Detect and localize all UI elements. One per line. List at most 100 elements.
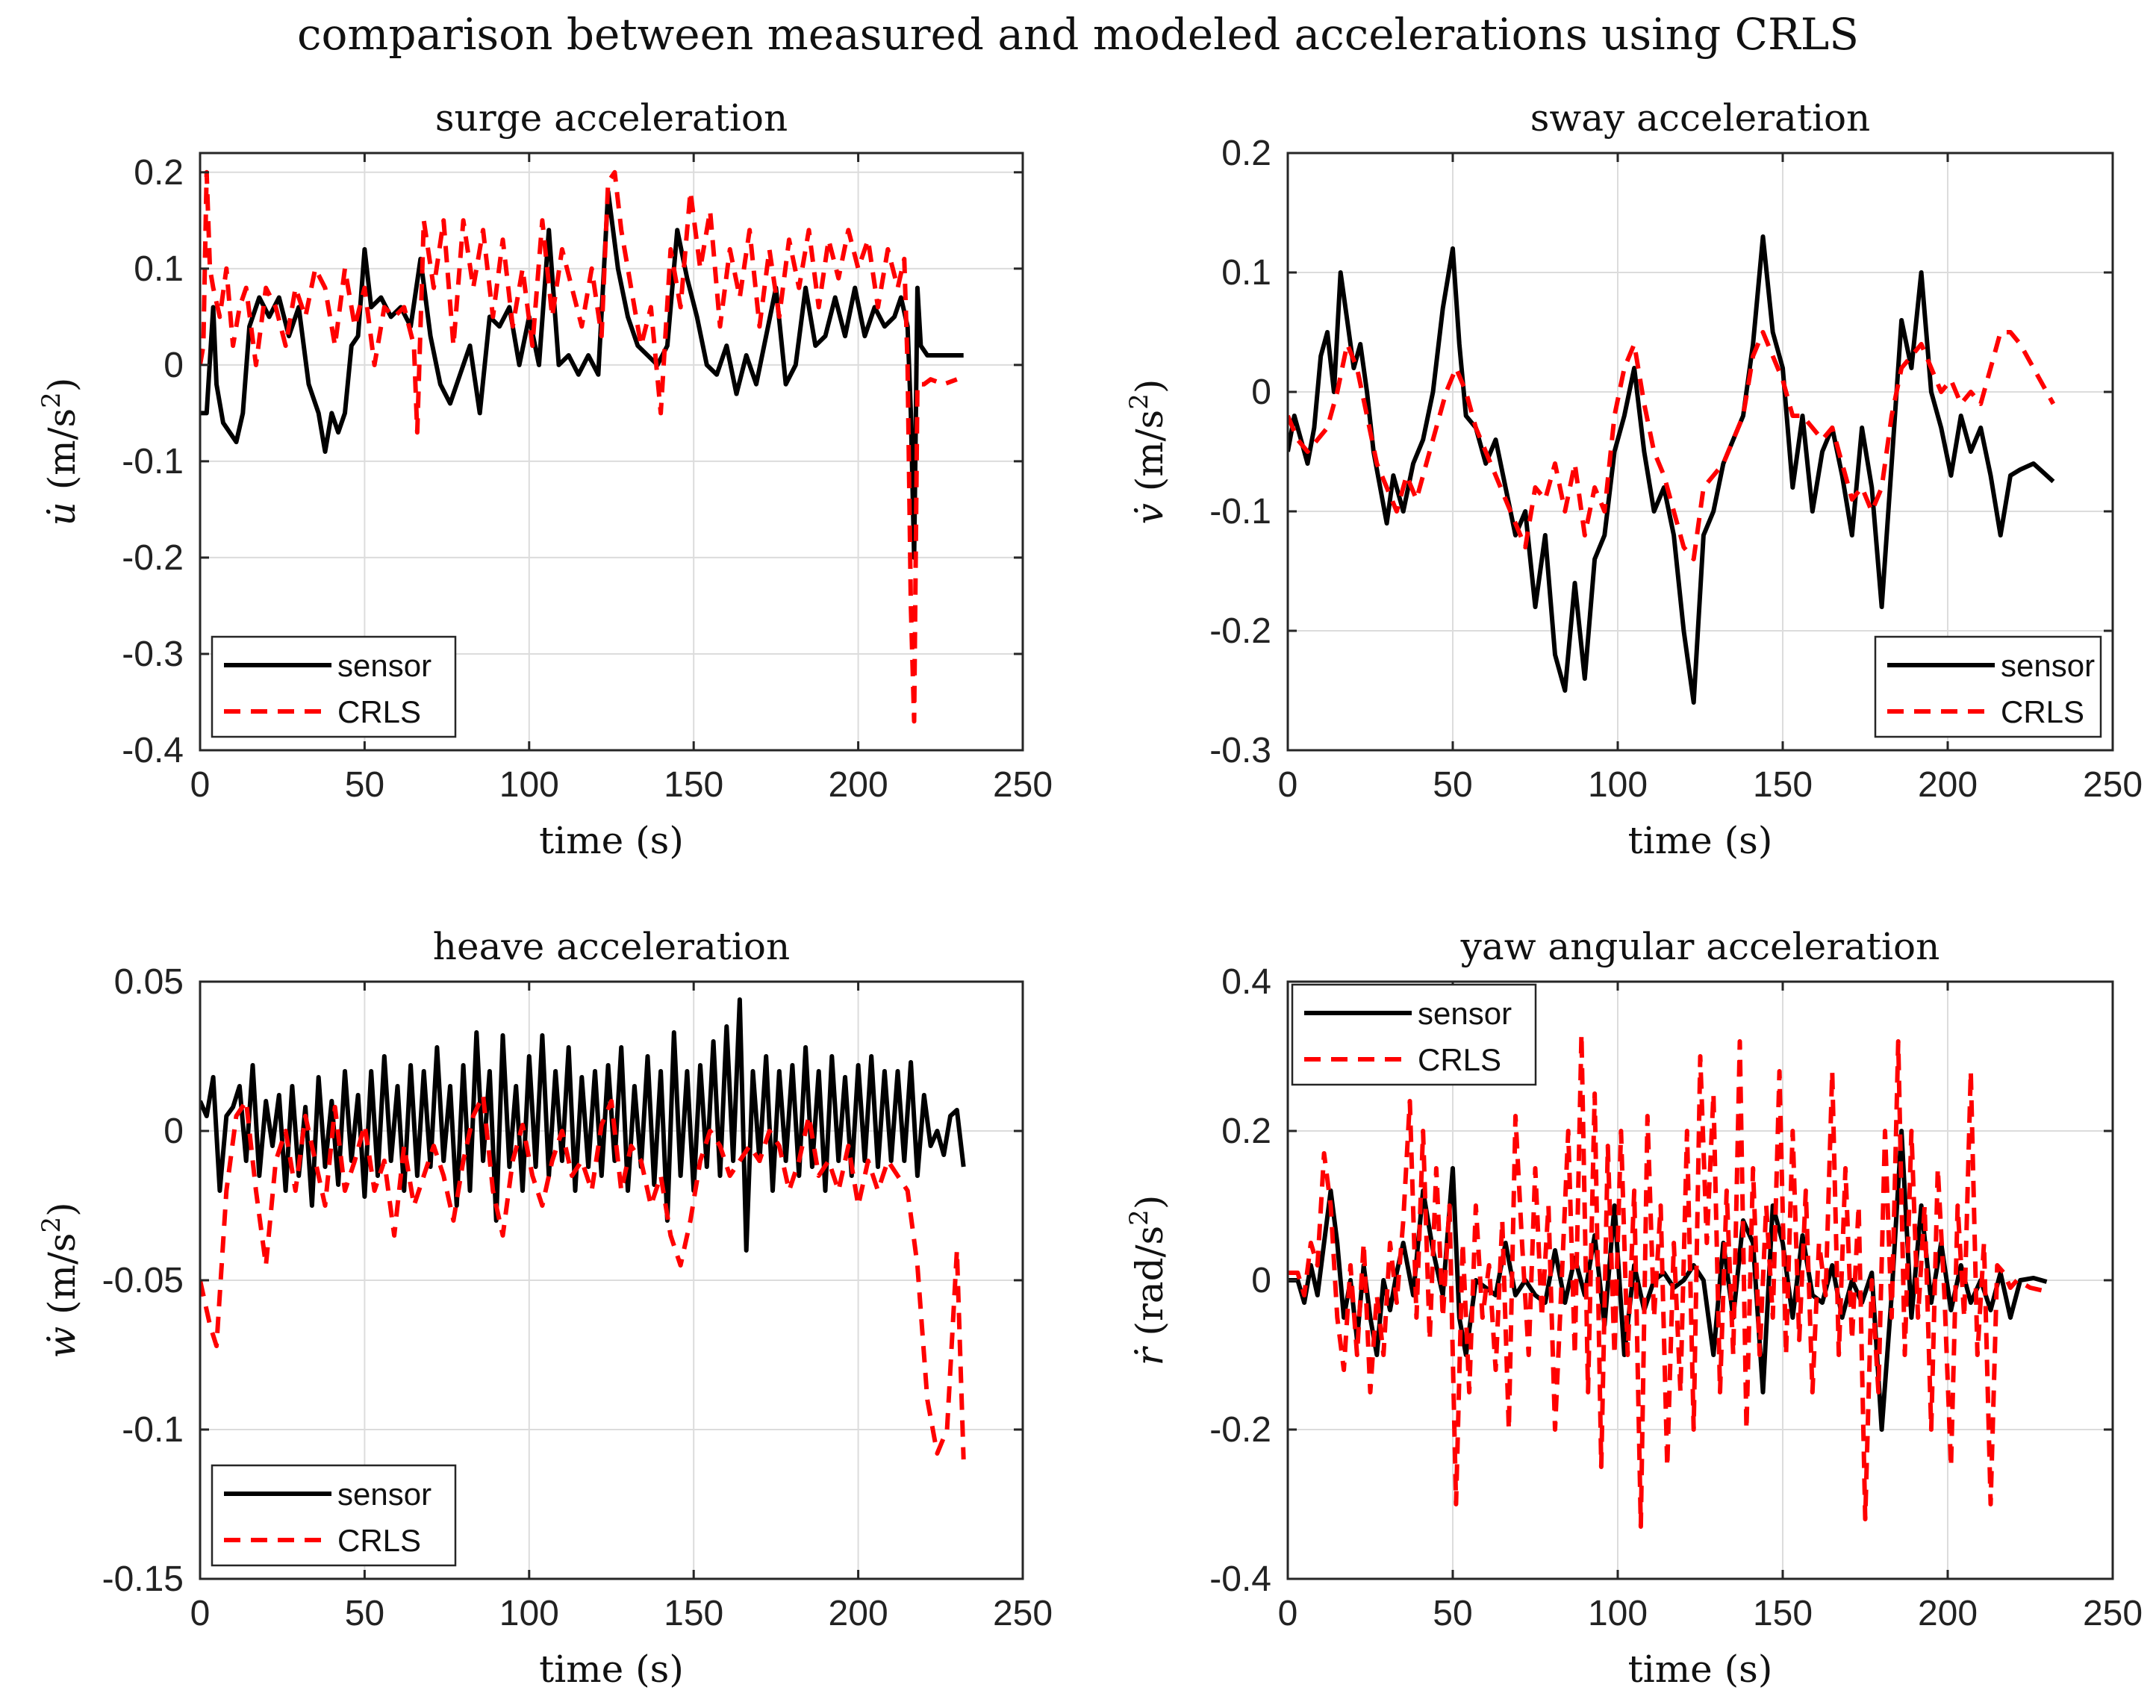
x-tick-label: 50 <box>345 1594 384 1633</box>
legend: sensor CRLS <box>211 1464 457 1567</box>
x-tick-label: 250 <box>993 1594 1053 1633</box>
y-axis-symbol: ẇ <box>40 1315 84 1359</box>
legend: sensor CRLS <box>1874 635 2102 738</box>
x-tick-label: 250 <box>993 765 1053 805</box>
y-tick-label: 0.4 <box>1221 962 1271 1002</box>
legend-box <box>211 1464 457 1567</box>
figure-title: comparison between measured and modeled … <box>297 9 1859 60</box>
y-tick-label: -0.3 <box>1209 731 1271 770</box>
y-axis-label: v̇ (m/s2) <box>1124 379 1171 525</box>
x-tick-label: 0 <box>1278 1594 1298 1633</box>
panel-2: 0 50 100 150 200 250 -0.3 -0.2 -0.1 0 0.1 0.2 sway a… <box>1124 96 2143 862</box>
y-tick-label: -0.4 <box>122 731 184 770</box>
series-sensor-line <box>200 189 964 560</box>
panel-4: 0 50 100 150 200 250 -0.4 -0.2 0 0.2 0.4 yaw angula… <box>1124 925 2143 1691</box>
x-tick-label: 150 <box>1753 1594 1813 1633</box>
panel-title: yaw angular acceleration <box>1460 925 1940 968</box>
y-axis-unit: (rad/s <box>1128 1226 1171 1336</box>
legend-label-sensor: sensor <box>2001 648 2095 683</box>
y-axis-unit-exponent: 2 <box>37 1217 66 1233</box>
y-axis-label: u̇ (m/s2) <box>37 378 84 526</box>
legend-label-sensor: sensor <box>337 648 431 683</box>
y-tick-label: -0.1 <box>122 1410 184 1450</box>
y-tick-label: -0.05 <box>102 1261 184 1300</box>
legend-box <box>1874 635 2102 738</box>
panel-title: surge acceleration <box>435 96 788 140</box>
y-tick-label: 0.2 <box>1221 134 1271 173</box>
x-tick-label: 0 <box>190 1594 211 1633</box>
axes-box <box>1286 152 2114 752</box>
y-axis-symbol: ṙ <box>1128 1336 1171 1366</box>
y-axis-unit-exponent: 2 <box>1124 393 1154 410</box>
legend-label-crls: CRLS <box>337 1523 421 1558</box>
legend: sensor CRLS <box>1291 983 1537 1086</box>
x-axis-label: time (s) <box>539 819 684 862</box>
x-tick-label: 50 <box>345 765 384 805</box>
y-axis-unit-close: ) <box>1128 1195 1171 1210</box>
y-axis-symbol: u̇ <box>40 490 84 526</box>
series-crls-line <box>200 1093 966 1460</box>
x-tick-label: 100 <box>499 1594 559 1633</box>
x-tick-label: 50 <box>1433 1594 1472 1633</box>
legend-box <box>211 635 457 738</box>
series-crls-line <box>200 169 958 724</box>
y-axis-label: ṙ (rad/s2) <box>1124 1195 1171 1366</box>
y-tick-label: 0.2 <box>1221 1112 1271 1151</box>
x-tick-label: 250 <box>2083 1594 2143 1633</box>
y-axis-unit-exponent: 2 <box>37 392 66 408</box>
y-tick-label: -0.2 <box>122 538 184 578</box>
x-tick-label: 150 <box>664 1594 723 1633</box>
legend-label-crls: CRLS <box>1418 1042 1501 1077</box>
y-axis-unit-close: ) <box>40 1202 84 1217</box>
y-axis-unit-close: ) <box>40 378 84 393</box>
y-tick-label: 0.1 <box>134 249 184 289</box>
y-tick-label: 0 <box>163 346 184 385</box>
y-axis-symbol: v̇ <box>1128 491 1171 524</box>
x-axis-label: time (s) <box>1628 1648 1773 1691</box>
y-tick-label: 0 <box>1251 1261 1271 1300</box>
series-crls-line <box>1288 1032 2048 1529</box>
x-tick-label: 150 <box>664 765 723 805</box>
x-tick-label: 200 <box>1918 765 1978 805</box>
series-sensor-line <box>200 997 966 1253</box>
x-tick-label: 200 <box>829 1594 888 1633</box>
y-axis-label: ẇ (m/s2) <box>37 1202 84 1358</box>
panels: 0 50 100 150 200 250-0.4-0.3-0.2-0.100.10.2su… <box>37 96 2143 1691</box>
y-tick-label: -0.3 <box>122 635 184 674</box>
x-tick-label: 150 <box>1753 765 1813 805</box>
legend-box <box>1291 983 1537 1086</box>
y-tick-label: -0.2 <box>1209 1410 1271 1450</box>
x-tick-label: 250 <box>2083 765 2143 805</box>
x-tick-label: 50 <box>1433 765 1472 805</box>
y-axis-unit: (m/s <box>1128 410 1171 491</box>
legend-label-sensor: sensor <box>1418 996 1512 1031</box>
panel-title: sway acceleration <box>1530 96 1871 140</box>
y-tick-label: 0.1 <box>1221 253 1271 293</box>
legend-label-crls: CRLS <box>2001 694 2084 729</box>
x-tick-label: 100 <box>499 765 559 805</box>
x-tick-label: 200 <box>1918 1594 1978 1633</box>
y-tick-label: -0.2 <box>1209 611 1271 651</box>
y-tick-label: -0.1 <box>122 442 184 481</box>
x-tick-label: 100 <box>1588 1594 1648 1633</box>
legend-label-crls: CRLS <box>337 694 421 729</box>
legend: sensor CRLS <box>211 635 457 738</box>
panel-1: 0 50 100 150 200 250 -0.4 -0.3 -0.2 -0.1 0 0.1 0.2 su… <box>37 96 1053 862</box>
axes-box <box>199 152 1024 752</box>
y-tick-label: -0.4 <box>1209 1559 1271 1599</box>
y-tick-label: 0.05 <box>114 962 184 1002</box>
x-axis-label: time (s) <box>539 1648 684 1691</box>
y-axis-unit-close: ) <box>1128 379 1171 394</box>
x-tick-label: 0 <box>190 765 211 805</box>
panel-title: heave acceleration <box>433 925 790 968</box>
y-tick-label: 0 <box>1251 373 1271 412</box>
x-tick-label: 0 <box>1278 765 1298 805</box>
y-axis-unit-exponent: 2 <box>1124 1209 1154 1226</box>
y-tick-label: 0 <box>163 1112 184 1151</box>
y-axis-unit: (m/s <box>40 1233 84 1315</box>
series-sensor-line <box>1288 234 2055 705</box>
x-tick-label: 200 <box>829 765 888 805</box>
x-axis-label: time (s) <box>1628 819 1773 862</box>
x-tick-label: 100 <box>1588 765 1648 805</box>
